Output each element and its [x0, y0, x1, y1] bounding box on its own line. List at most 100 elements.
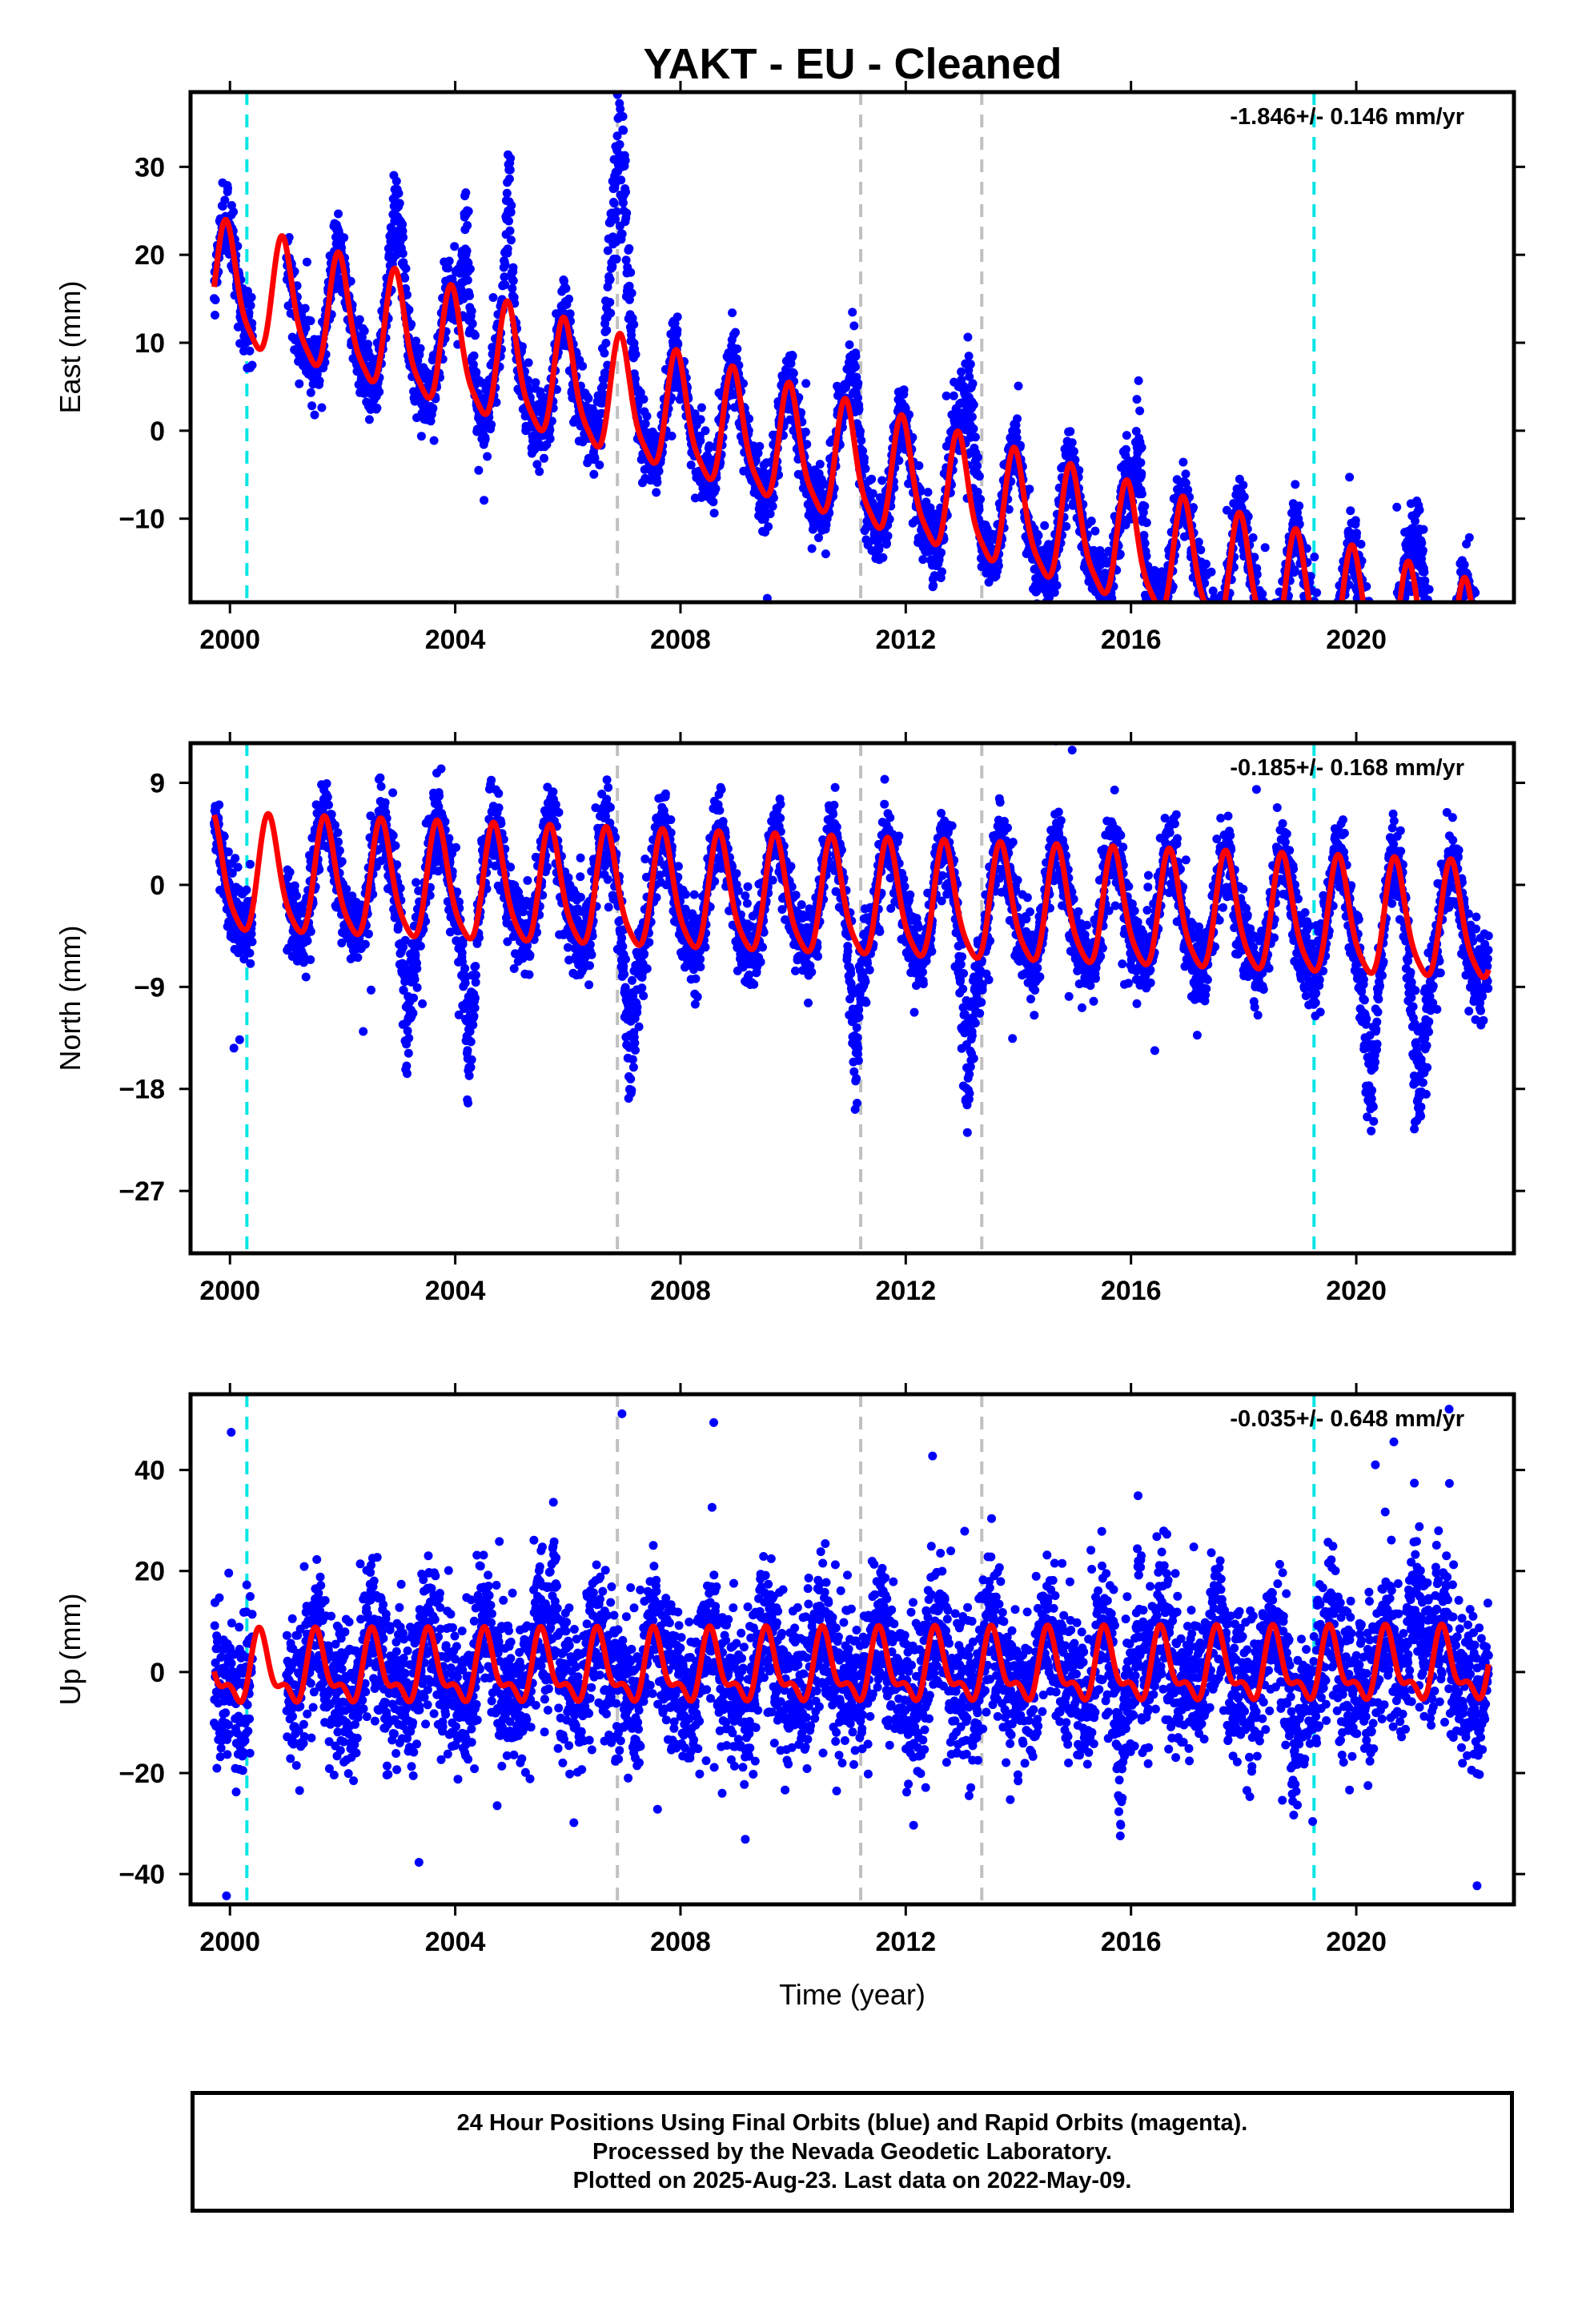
data-point: [1216, 613, 1225, 621]
data-point: [1437, 676, 1446, 685]
data-point: [1378, 682, 1387, 691]
data-point: [1452, 621, 1460, 630]
data-point: [508, 276, 518, 286]
data-point: [1431, 652, 1440, 661]
data-point: [1387, 686, 1395, 694]
data-point: [1216, 619, 1225, 628]
data-point: [1312, 603, 1321, 612]
data-point: [1451, 626, 1460, 635]
data-point: [760, 514, 769, 524]
data-point: [994, 561, 1003, 570]
data-point: [1327, 661, 1336, 669]
data-point: [1264, 649, 1273, 658]
data-point: [1421, 641, 1430, 649]
data-point: [1050, 588, 1059, 597]
data-point: [467, 306, 476, 316]
data-point: [673, 325, 682, 335]
data-point: [1387, 686, 1395, 695]
data-point: [1363, 616, 1371, 625]
data-point: [1270, 641, 1279, 649]
data-point: [375, 387, 384, 396]
data-point: [1102, 608, 1110, 617]
data-point: [1207, 629, 1215, 638]
data-point: [1154, 606, 1162, 615]
data-point: [1427, 654, 1435, 663]
data-point: [867, 474, 877, 484]
data-point: [357, 333, 367, 342]
data-point: [1279, 621, 1287, 629]
data-point: [1424, 635, 1433, 644]
data-point: [1373, 661, 1382, 669]
data-point: [976, 494, 986, 504]
data-point: [1121, 444, 1130, 454]
data-point: [1380, 698, 1389, 706]
data-point: [878, 553, 888, 562]
data-point: [1393, 620, 1402, 629]
data-point: [471, 331, 480, 340]
data-point: [1473, 656, 1482, 665]
data-point: [1390, 632, 1399, 641]
data-point: [1426, 667, 1435, 676]
data-point: [1443, 696, 1452, 705]
data-point: [1094, 608, 1102, 617]
data-point: [1105, 613, 1114, 621]
data-point: [1381, 665, 1390, 673]
data-point: [1423, 603, 1431, 612]
data-point: [1442, 653, 1451, 662]
data-point: [1449, 626, 1458, 635]
data-point: [1315, 671, 1324, 680]
data-point: [1358, 605, 1367, 613]
data-point: [636, 388, 645, 397]
data-point: [1212, 613, 1221, 622]
data-point: [463, 221, 472, 230]
data-point: [1331, 681, 1339, 690]
data-point: [372, 404, 382, 412]
data-point: [1275, 641, 1283, 649]
data-point: [1276, 631, 1285, 640]
data-point: [1435, 694, 1443, 703]
data-point: [317, 403, 327, 412]
data-point: [1389, 655, 1398, 664]
data-point: [1207, 604, 1216, 613]
data-point: [500, 280, 510, 290]
data-point: [850, 362, 860, 372]
data-point: [1275, 632, 1283, 641]
data-point: [532, 460, 542, 469]
data-point: [788, 351, 797, 360]
data-point: [1386, 649, 1395, 658]
data-point: [1274, 622, 1283, 631]
data-point: [503, 244, 512, 254]
data-point: [364, 415, 374, 424]
data-point: [1454, 606, 1463, 615]
data-point: [1142, 518, 1151, 528]
data-point: [651, 431, 661, 440]
data-point: [1273, 609, 1282, 617]
data-point: [1207, 603, 1216, 612]
data-point: [1433, 670, 1442, 679]
data-point: [1303, 606, 1312, 615]
data-point: [856, 427, 865, 436]
data-point: [1322, 673, 1331, 682]
data-point: [1356, 540, 1366, 549]
data-point: [1211, 641, 1220, 650]
data-point: [1381, 685, 1390, 694]
data-point: [480, 435, 490, 444]
data-point: [1219, 603, 1228, 612]
data-point: [709, 497, 718, 507]
data-point: [1269, 629, 1278, 638]
data-point: [1198, 621, 1207, 630]
data-point: [1154, 605, 1163, 614]
data-point: [1279, 607, 1288, 616]
data-point: [346, 276, 355, 286]
data-point: [1449, 663, 1458, 672]
data-point: [1442, 676, 1451, 685]
data-point: [1469, 659, 1478, 668]
data-point: [968, 379, 978, 388]
data-point: [561, 283, 571, 293]
data-point: [540, 453, 548, 463]
data-point: [1427, 640, 1435, 649]
data-point: [1329, 661, 1338, 669]
data-point: [1203, 615, 1211, 624]
data-point: [1391, 628, 1400, 637]
data-point: [1362, 613, 1371, 621]
